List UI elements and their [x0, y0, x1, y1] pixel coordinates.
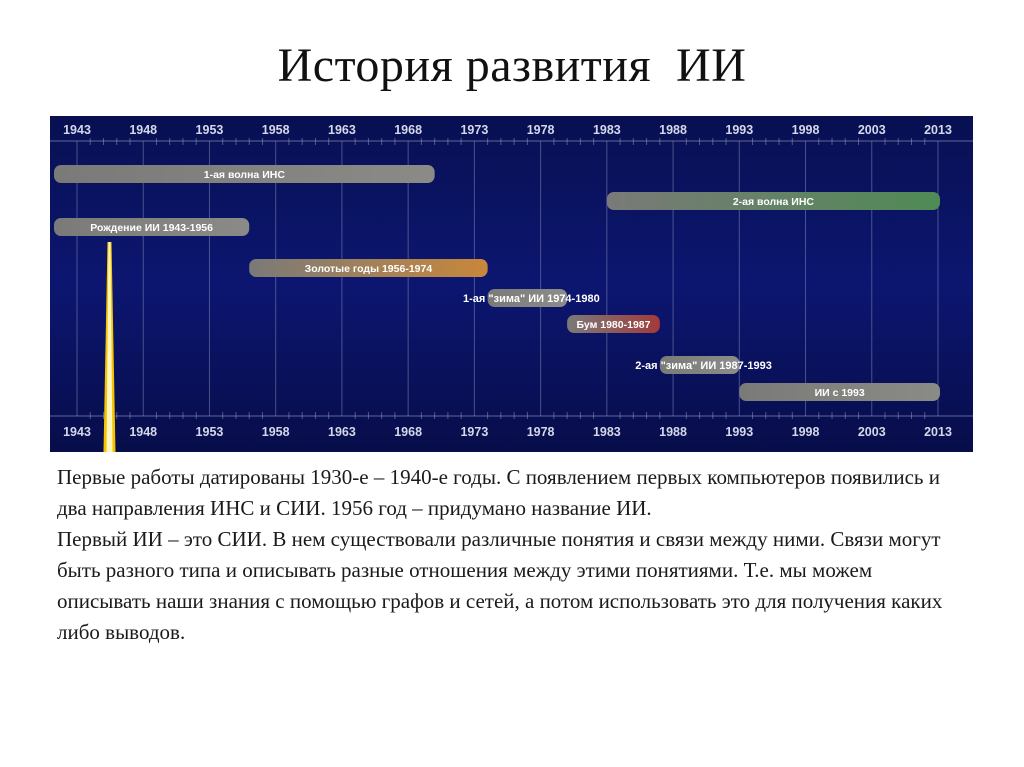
- bar-label: 2-ая "зима" ИИ 1987-1993: [635, 360, 772, 372]
- bottom-year-label: 2013: [924, 425, 952, 439]
- paragraph-first-ai: Первый ИИ – это СИИ. В нем существовали …: [57, 527, 943, 644]
- bar-shape: [54, 218, 250, 236]
- top-year-label: 1978: [527, 123, 555, 137]
- bottom-year-label: 1978: [527, 425, 555, 439]
- top-year-label: 1993: [725, 123, 753, 137]
- bar-shape: [659, 356, 740, 374]
- ai-history-timeline: 1943 1948 1953 1958 1963 1968 1973 1978 1983 1988…: [50, 116, 973, 452]
- top-year-label: 1963: [328, 123, 356, 137]
- bar-label: Бум 1980-1987: [576, 319, 650, 331]
- bottom-year-label: 1953: [196, 425, 224, 439]
- bar-shape: [249, 259, 488, 277]
- top-year-label: 1943: [63, 123, 91, 137]
- top-year-label: 1953: [196, 123, 224, 137]
- bottom-year-label: 2003: [858, 425, 886, 439]
- bottom-year-label: 1983: [593, 425, 621, 439]
- timeline-bar: ИИ с 1993: [739, 383, 940, 401]
- bar-label: 1-ая волна ИНС: [204, 169, 286, 181]
- bar-label: Золотые годы 1956-1974: [305, 263, 433, 275]
- top-year-label: 2013: [924, 123, 952, 137]
- slide-title: История развития ИИ: [277, 39, 747, 92]
- bar-label: ИИ с 1993: [815, 387, 865, 399]
- body-text: Первые работы датированы 1930-е – 1940-е…: [57, 462, 957, 648]
- timeline-bar: 2-ая "зима" ИИ 1987-1993: [635, 356, 772, 374]
- paragraph-origins: Первые работы датированы 1930-е – 1940-е…: [57, 465, 940, 520]
- bottom-year-label: 1948: [129, 425, 157, 439]
- timeline-canvas: 1943 1948 1953 1958 1963 1968 1973 1978 1983 1988…: [50, 116, 973, 452]
- bottom-year-label: 1958: [262, 425, 290, 439]
- bar-shape: [54, 165, 435, 183]
- top-year-label: 1968: [394, 123, 422, 137]
- bottom-year-label: 1993: [725, 425, 753, 439]
- timeline-bar: Золотые годы 1956-1974: [249, 259, 488, 277]
- top-year-label: 1958: [262, 123, 290, 137]
- bottom-year-label: 1963: [328, 425, 356, 439]
- bottom-year-label: 1988: [659, 425, 687, 439]
- bottom-year-label: 1943: [63, 425, 91, 439]
- bar-shape: [487, 289, 568, 307]
- bar-shape: [606, 192, 940, 210]
- bottom-year-label: 1973: [460, 425, 488, 439]
- bar-label: 1-ая "зима" ИИ 1974-1980: [463, 293, 600, 305]
- bottom-year-label: 1968: [394, 425, 422, 439]
- bar-shape: [739, 383, 940, 401]
- birth-marker-highlight: [106, 242, 113, 452]
- top-year-label: 1988: [659, 123, 687, 137]
- timeline-bar: Бум 1980-1987: [567, 315, 660, 333]
- top-year-label: 1998: [792, 123, 820, 137]
- timeline-bar: 2-ая волна ИНС: [606, 192, 940, 210]
- bottom-year-label: 1998: [792, 425, 820, 439]
- bar-shape: [567, 315, 660, 333]
- bar-label: Рождение ИИ 1943-1956: [90, 222, 213, 234]
- top-year-label: 1973: [460, 123, 488, 137]
- timeline-bar: Рождение ИИ 1943-1956: [54, 218, 250, 236]
- timeline-bar: 1-ая "зима" ИИ 1974-1980: [463, 289, 600, 307]
- bar-label: 2-ая волна ИНС: [733, 196, 815, 208]
- top-year-label: 1948: [129, 123, 157, 137]
- timeline-bar: 1-ая волна ИНС: [54, 165, 435, 183]
- top-year-label: 1983: [593, 123, 621, 137]
- top-year-label: 2003: [858, 123, 886, 137]
